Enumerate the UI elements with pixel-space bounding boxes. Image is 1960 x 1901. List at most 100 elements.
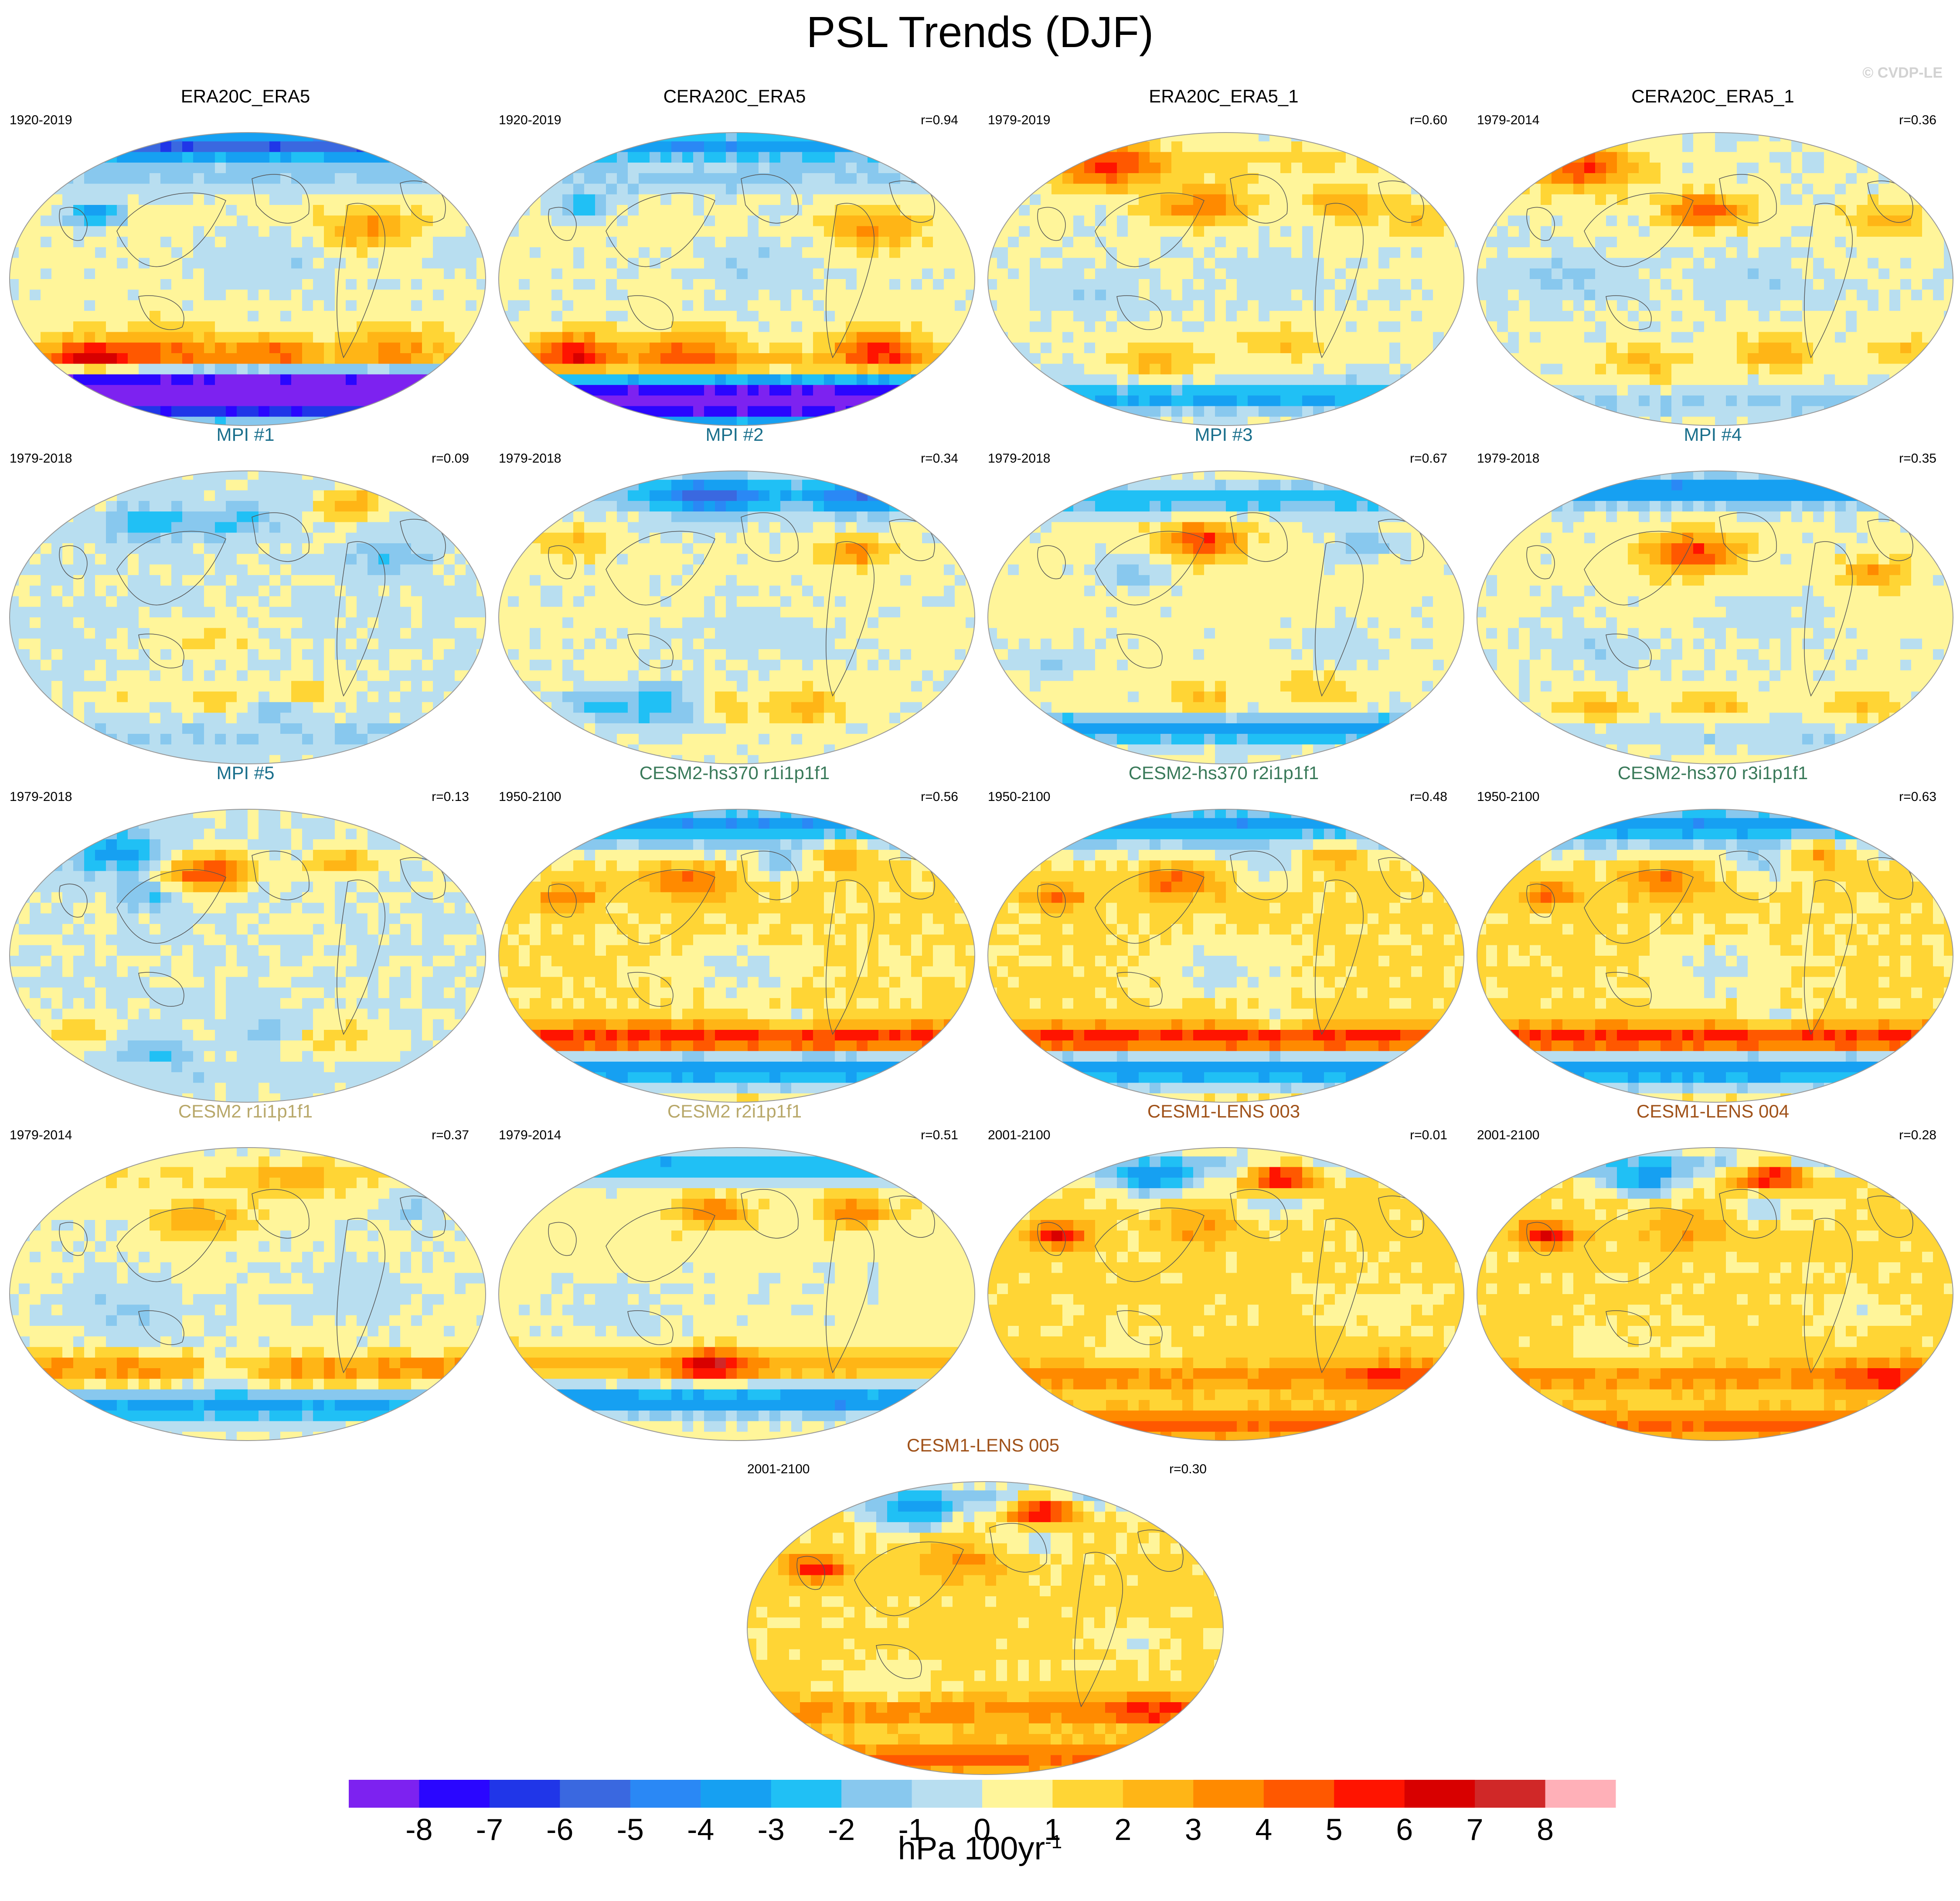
map-cell [1748,406,1759,417]
map-cell [1269,184,1281,195]
map-cell [1280,152,1292,163]
map-cell [813,173,824,184]
map-cell [802,332,813,343]
map-cell [1269,321,1281,333]
map-cell [1639,194,1650,205]
map-cell [476,205,486,216]
map-cell [1835,258,1846,269]
map-cell [215,321,226,333]
map-cell [1259,205,1270,216]
map-cell [737,215,748,227]
map-cell [455,141,466,153]
map-cell [519,332,530,343]
map-cell [95,173,106,184]
panel-period: 1920-2019 [499,112,561,128]
map-cell [204,300,215,311]
map-cell [1530,374,1541,385]
map-cell [335,321,346,333]
map-cell [780,184,792,195]
map-cell [1139,162,1150,174]
map-cell [769,194,781,205]
map-cell [1139,374,1150,385]
map-cell [1400,374,1412,385]
map-cell [1008,152,1019,163]
map-cell [1497,268,1508,279]
map-cell [1324,406,1335,417]
map-cell [1291,152,1303,163]
map-cell [95,353,106,365]
map-cell [1248,194,1259,205]
map-cell [1497,290,1508,301]
map-cell [1595,152,1606,163]
map-cell [1084,268,1096,279]
map-cell [846,332,857,343]
map-cell [606,194,617,205]
map-cell [1324,310,1335,322]
map-cell [1791,194,1803,205]
map-cell [280,247,292,259]
map-cell [139,215,150,227]
map-cell [248,416,259,426]
map-cell [193,385,204,396]
map-cell [1519,353,1530,365]
map-cell [1259,215,1270,227]
map-cell [226,332,237,343]
map-cell [1704,310,1715,322]
map-cell [1639,205,1650,216]
map-cell [726,406,737,417]
map-cell [911,374,922,385]
map-cell [1128,205,1139,216]
map-cell [1541,258,1552,269]
map-cell [1769,395,1781,407]
map-cell [530,141,541,153]
map-cell [639,332,650,343]
map-cell [1008,321,1019,333]
map-cell [1204,133,1215,142]
map-cell [476,141,486,153]
map-cell [1041,133,1052,142]
map-cell [780,236,792,248]
map-cell [1759,162,1770,174]
map-cell [1530,194,1541,205]
map-cell [530,194,541,205]
map-cell [1269,215,1281,227]
map-cell [368,236,379,248]
map-cell [1171,385,1183,396]
map-cell [1302,364,1313,375]
map-cell [62,268,74,279]
map-cell [1889,290,1901,301]
map-cell [237,268,248,279]
map-cell [606,152,617,163]
map-cell [1868,268,1879,279]
map-cell [1455,184,1464,195]
map-cell [1682,173,1694,184]
map-cell [1128,152,1139,163]
map-cell [824,215,835,227]
map-cell [519,184,530,195]
map-cell [400,226,412,237]
map-cell [606,205,617,216]
map-cell [1824,247,1835,259]
map-cell [269,173,281,184]
map-cell [499,133,508,142]
map-cell [1508,141,1519,153]
coastline [252,174,310,224]
map-cell [280,184,292,195]
map-cell [215,279,226,290]
map-cell [1704,290,1715,301]
map-cell [1204,141,1215,153]
map-cell [1857,173,1868,184]
map-cell [10,152,19,163]
map-cell [639,268,650,279]
map-cell [519,247,530,259]
map-cell [10,184,19,195]
map-cell [1562,406,1574,417]
map-cell [1280,215,1292,227]
map-cell [1824,226,1835,237]
map-cell [117,194,128,205]
map-cell [400,332,412,343]
coastline [1719,174,1777,224]
map-cell [1422,364,1433,375]
map-cell [378,364,390,375]
map-cell [1073,342,1085,354]
